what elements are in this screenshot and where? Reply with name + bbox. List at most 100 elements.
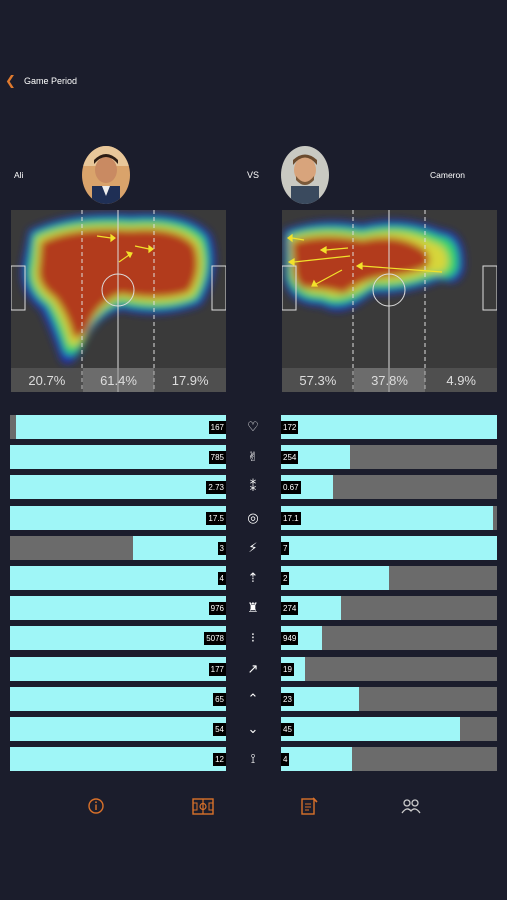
stat-bar-left: 5078: [10, 626, 226, 650]
stat-bar-right: 0.67: [281, 475, 497, 499]
stat-value-right: 45: [281, 723, 294, 736]
stat-bar-left: 17.5: [10, 506, 226, 530]
zone-defense-left: 20.7%: [11, 368, 83, 392]
stat-fill-left: [10, 657, 226, 681]
stat-row: 167 ♡ 172: [0, 415, 507, 439]
stat-value-right: 2: [281, 572, 290, 585]
stat-value-left: 17.5: [206, 512, 226, 525]
strength-icon: ♜: [247, 600, 259, 615]
stat-bar-right: 23: [281, 687, 497, 711]
stat-value-right: 4: [281, 753, 290, 766]
stat-fill-left: [10, 687, 226, 711]
stat-bar-right: 7: [281, 536, 497, 560]
stat-row: 2.73 ⁑ 0.67: [0, 475, 507, 499]
stat-value-left: 54: [213, 723, 226, 736]
stat-fill-right: [281, 566, 389, 590]
chevron-down-icon: ⌄: [247, 721, 259, 736]
stat-fill-right: [281, 717, 460, 741]
stat-value-left: 5078: [204, 632, 226, 645]
zone-defense-right: 57.3%: [282, 368, 354, 392]
stat-bar-right: 45: [281, 717, 497, 741]
stat-fill-left: [10, 566, 226, 590]
stat-fill-right: [281, 687, 359, 711]
stat-fill-left: [10, 445, 226, 469]
stat-value-right: 17.1: [281, 512, 301, 525]
stat-value-left: 3: [217, 542, 226, 555]
stat-row: 3 ⚡ 7: [0, 536, 507, 560]
stat-bar-left: 976: [10, 596, 226, 620]
peace-hand-icon: ✌: [247, 449, 259, 464]
stat-value-left: 4: [217, 572, 226, 585]
stat-value-right: 172: [281, 421, 299, 434]
steps-icon: ⁝: [250, 630, 256, 645]
heatmap-left: 20.7% 61.4% 17.9%: [11, 210, 226, 392]
zone-midfield-right: 37.8%: [353, 368, 426, 392]
stat-fill-left: [16, 415, 226, 439]
chevron-up-icon: ⌃: [247, 691, 259, 706]
stat-bar-right: 4: [281, 747, 497, 771]
header: ❮ Game Period: [0, 70, 507, 94]
stat-bar-right: 254: [281, 445, 497, 469]
jump-icon: ⇡: [247, 570, 259, 585]
stat-bar-left: 65: [10, 687, 226, 711]
player-right-name: Cameron: [430, 170, 465, 180]
stat-value-left: 167: [208, 421, 226, 434]
stat-value-right: 949: [281, 632, 299, 645]
stat-bar-left: 4: [10, 566, 226, 590]
stat-bar-left: 167: [10, 415, 226, 439]
heatmap-right: 57.3% 37.8% 4.9%: [282, 210, 497, 392]
stat-fill-right: [281, 506, 493, 530]
stat-row: 4 ⇡ 2: [0, 566, 507, 590]
stat-value-right: 7: [281, 542, 290, 555]
stat-row: 65 ⌃ 23: [0, 687, 507, 711]
zone-attack-right: 4.9%: [425, 368, 497, 392]
stat-value-right: 19: [281, 663, 294, 676]
zone-percentages-left: 20.7% 61.4% 17.9%: [11, 368, 226, 392]
stat-row: 976 ♜ 274: [0, 596, 507, 620]
zone-percentages-right: 57.3% 37.8% 4.9%: [282, 368, 497, 392]
stat-bar-left: 3: [10, 536, 226, 560]
stat-value-right: 23: [281, 693, 294, 706]
compare-icon[interactable]: [397, 792, 425, 820]
stat-row: 12 ⟟ 4: [0, 747, 507, 771]
stat-value-right: 254: [281, 451, 299, 464]
notes-icon[interactable]: [295, 792, 323, 820]
vs-label: VS: [247, 170, 260, 180]
stat-bar-right: 19: [281, 657, 497, 681]
stat-row: 785 ✌ 254: [0, 445, 507, 469]
info-icon[interactable]: [82, 792, 110, 820]
speedometer-icon: ◎: [247, 510, 259, 525]
stat-fill-right: [281, 415, 497, 439]
stat-fill-right: [281, 536, 497, 560]
footprints-icon: ⁑: [249, 479, 257, 494]
stat-row: 54 ⌄ 45: [0, 717, 507, 741]
sprint-icon: ⚡: [248, 540, 258, 555]
chevron-left-icon[interactable]: ❮: [5, 73, 16, 88]
stat-fill-left: [10, 717, 226, 741]
stat-bar-right: 17.1: [281, 506, 497, 530]
stat-fill-left: [10, 626, 226, 650]
stat-bar-right: 949: [281, 626, 497, 650]
stat-bar-right: 2: [281, 566, 497, 590]
player-left-avatar[interactable]: [82, 146, 130, 204]
player-left-name: Ali: [14, 170, 24, 180]
zone-midfield-left: 61.4%: [82, 368, 155, 392]
trend-up-icon: ↗: [247, 661, 259, 676]
stat-bar-left: 2.73: [10, 475, 226, 499]
stat-value-left: 785: [208, 451, 226, 464]
stat-value-left: 976: [208, 602, 226, 615]
stat-value-right: 0.67: [281, 481, 301, 494]
pitch-icon[interactable]: [189, 792, 217, 820]
player-right-avatar[interactable]: [281, 146, 329, 204]
stat-fill-right: [281, 747, 352, 771]
stat-fill-left: [10, 475, 226, 499]
stat-bar-left: 785: [10, 445, 226, 469]
stat-fill-left: [10, 506, 226, 530]
stat-value-left: 12: [213, 753, 226, 766]
stat-fill-left: [10, 747, 226, 771]
stat-bar-right: 274: [281, 596, 497, 620]
stat-value-left: 2.73: [206, 481, 226, 494]
stat-row: 17.5 ◎ 17.1: [0, 506, 507, 530]
heart-rate-icon: ♡: [247, 419, 259, 434]
stat-fill-left: [133, 536, 226, 560]
